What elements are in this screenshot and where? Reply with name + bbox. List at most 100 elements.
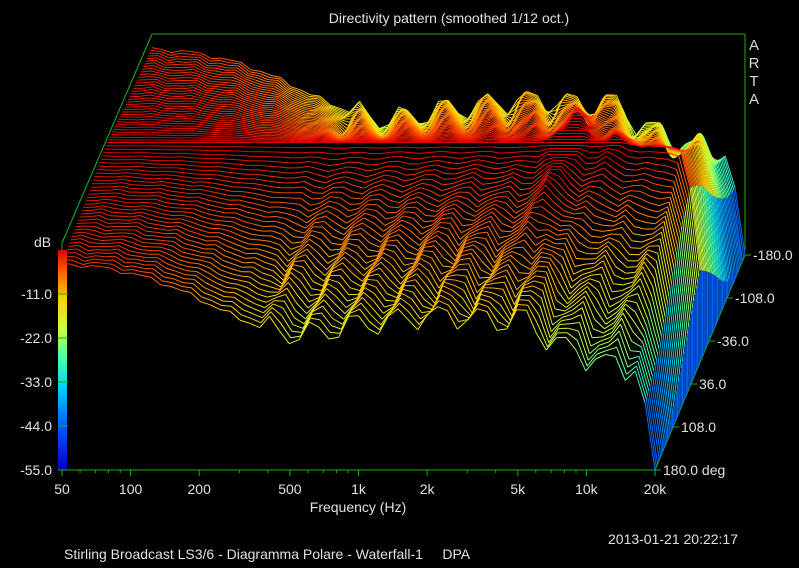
response-segment xyxy=(379,234,390,248)
response-segment xyxy=(177,199,188,202)
response-segment xyxy=(514,211,525,219)
response-segment xyxy=(173,278,184,284)
response-segment xyxy=(215,210,226,214)
response-segment xyxy=(157,76,169,82)
response-segment xyxy=(379,267,390,280)
response-segment xyxy=(285,218,297,224)
response-segment xyxy=(457,195,468,200)
response-segment xyxy=(459,230,471,240)
response-segment xyxy=(349,129,360,137)
angle-tick-label: -180.0 xyxy=(753,247,793,263)
response-segment xyxy=(502,247,514,254)
response-segment xyxy=(323,107,334,115)
response-segment xyxy=(463,289,474,310)
response-segment xyxy=(273,118,285,123)
response-segment xyxy=(301,273,313,289)
response-segment xyxy=(263,87,274,89)
response-segment xyxy=(464,211,476,217)
response-segment xyxy=(393,215,404,225)
response-segment xyxy=(389,199,400,204)
response-segment xyxy=(484,245,496,264)
response-segment xyxy=(499,235,510,239)
response-segment xyxy=(633,261,645,278)
response-segment xyxy=(509,135,520,139)
response-segment xyxy=(199,54,211,62)
response-segment xyxy=(259,110,270,112)
response-segment xyxy=(410,187,421,193)
response-segment xyxy=(117,222,128,224)
response-segment xyxy=(579,185,591,193)
response-segment xyxy=(495,200,507,204)
response-segment xyxy=(307,243,319,254)
response-segment xyxy=(163,240,174,242)
response-segment xyxy=(628,156,639,159)
response-segment xyxy=(297,108,308,113)
response-segment xyxy=(469,186,481,197)
x-tick-label: 50 xyxy=(54,481,70,497)
response-segment xyxy=(313,102,324,109)
response-segment xyxy=(205,282,216,288)
response-segment xyxy=(499,152,510,154)
response-segment xyxy=(597,290,609,314)
response-segment xyxy=(494,139,505,142)
response-segment xyxy=(533,191,545,201)
response-segment xyxy=(448,264,460,274)
response-segment xyxy=(212,131,223,134)
response-segment xyxy=(432,214,444,225)
response-segment xyxy=(239,275,250,278)
waterfall-slice xyxy=(78,218,672,432)
response-segment xyxy=(559,323,570,325)
response-segment xyxy=(490,184,502,189)
response-segment xyxy=(319,162,330,167)
response-segment xyxy=(636,161,647,165)
branding-letter: T xyxy=(749,73,758,90)
response-segment xyxy=(233,296,244,305)
response-segment xyxy=(436,137,447,140)
response-segment xyxy=(458,191,469,193)
response-segment xyxy=(102,205,114,209)
response-segment xyxy=(387,211,398,214)
response-segment xyxy=(187,100,198,103)
response-segment xyxy=(682,150,694,188)
response-segment xyxy=(213,112,224,115)
response-segment xyxy=(226,171,237,174)
response-segment xyxy=(281,234,293,244)
response-segment xyxy=(239,84,250,92)
response-segment xyxy=(339,235,351,250)
response-segment xyxy=(138,97,149,100)
response-segment xyxy=(424,291,436,304)
response-segment xyxy=(540,104,552,125)
response-segment xyxy=(443,207,455,212)
response-segment xyxy=(220,269,231,274)
response-segment xyxy=(574,205,586,211)
response-segment xyxy=(608,330,620,343)
response-segment xyxy=(248,201,259,205)
response-segment xyxy=(196,123,207,126)
response-segment xyxy=(242,186,253,189)
response-segment xyxy=(417,313,429,331)
response-segment xyxy=(656,164,667,167)
response-segment xyxy=(564,303,576,312)
response-segment xyxy=(233,216,245,222)
response-segment xyxy=(309,130,320,132)
response-segment xyxy=(584,167,595,171)
response-segment xyxy=(184,243,195,247)
response-segment xyxy=(353,291,364,307)
response-segment xyxy=(543,283,555,318)
response-segment xyxy=(283,121,294,126)
response-segment xyxy=(466,163,477,168)
response-segment xyxy=(692,146,704,187)
response-segment xyxy=(476,236,487,240)
response-segment xyxy=(462,176,473,181)
response-segment xyxy=(307,139,318,142)
response-segment xyxy=(171,50,182,54)
response-segment xyxy=(384,220,395,226)
response-segment xyxy=(609,237,620,243)
response-segment xyxy=(536,136,547,139)
response-segment xyxy=(158,253,169,260)
response-segment xyxy=(90,242,101,244)
response-segment xyxy=(490,260,502,276)
response-segment xyxy=(628,355,640,360)
response-segment xyxy=(614,133,625,140)
response-segment xyxy=(95,255,106,258)
